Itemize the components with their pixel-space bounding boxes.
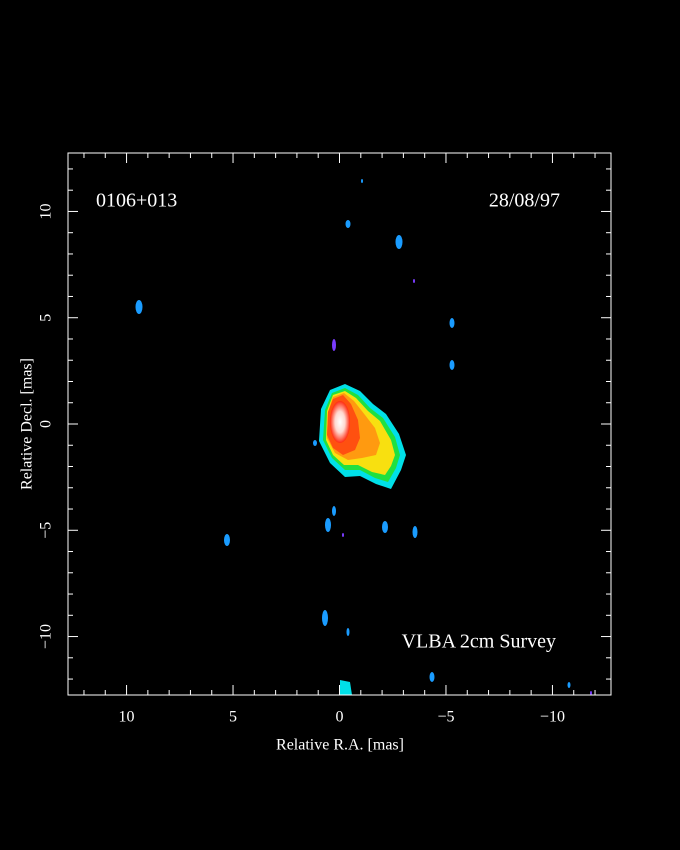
source-name: 0106+013: [96, 190, 177, 212]
y-tick-label: −10: [38, 624, 55, 649]
x-tick-label: −5: [437, 709, 454, 726]
x-tick-label: 5: [229, 709, 237, 726]
survey-label: VLBA 2cm Survey: [402, 631, 556, 653]
y-tick-label: 10: [38, 203, 55, 219]
radio-image: [135, 179, 592, 695]
x-axis-label: Relative R.A. [mas]: [276, 737, 404, 754]
epoch: 28/08/97: [489, 190, 560, 212]
x-tick-label: −10: [540, 709, 565, 726]
x-tick-label: 10: [119, 709, 135, 726]
y-tick-label: 0: [38, 420, 55, 428]
y-tick-label: 5: [38, 314, 55, 322]
y-axis-label: Relative Decl. [mas]: [19, 358, 36, 490]
y-tick-label: −5: [38, 522, 55, 539]
x-tick-label: 0: [336, 709, 344, 726]
